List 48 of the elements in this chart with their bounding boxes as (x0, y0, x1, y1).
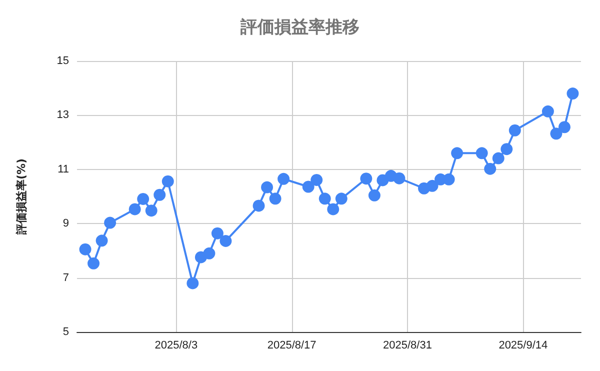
point (327, 203, 340, 216)
y-tick-label: 11 (58, 163, 69, 176)
point (484, 162, 496, 175)
x-tick-label: 2025/8/3 (154, 340, 198, 352)
x-tick-label: 2025/9/14 (498, 340, 548, 352)
point (476, 147, 488, 160)
x-tick-label: 2025/8/17 (267, 340, 316, 352)
point (393, 172, 406, 184)
chart-title: 評価損益率推移 (240, 18, 360, 38)
point (318, 192, 331, 205)
point (203, 247, 216, 260)
y-tick-label: 5 (62, 326, 69, 338)
point (145, 204, 158, 217)
point (154, 188, 166, 201)
y-tick-label: 13 (56, 109, 69, 122)
point (310, 174, 323, 186)
point (558, 121, 570, 134)
point (79, 243, 92, 256)
point (368, 189, 380, 202)
point (137, 192, 150, 205)
point (566, 88, 579, 100)
y-axis-title: 評価損益率(%) (15, 158, 28, 236)
point (335, 192, 348, 205)
point (220, 234, 232, 247)
point (261, 181, 274, 194)
point (186, 277, 199, 290)
point (360, 172, 372, 185)
point (302, 180, 314, 193)
point (426, 180, 438, 192)
point (211, 227, 224, 240)
y-tick-label: 9 (62, 218, 69, 230)
point (492, 152, 504, 164)
point (451, 147, 464, 160)
point (162, 175, 174, 188)
point (128, 203, 141, 216)
y-tick-label: 15 (56, 55, 69, 67)
point (278, 172, 290, 185)
point (550, 128, 562, 140)
point (104, 216, 116, 229)
y-tick-label: 7 (62, 272, 69, 284)
point (252, 200, 265, 212)
point (542, 105, 554, 118)
point (269, 192, 282, 205)
x-tick-label: 2025/8/31 (383, 340, 432, 352)
point (88, 257, 100, 270)
point (500, 143, 513, 156)
point (96, 234, 108, 247)
point (508, 124, 521, 136)
